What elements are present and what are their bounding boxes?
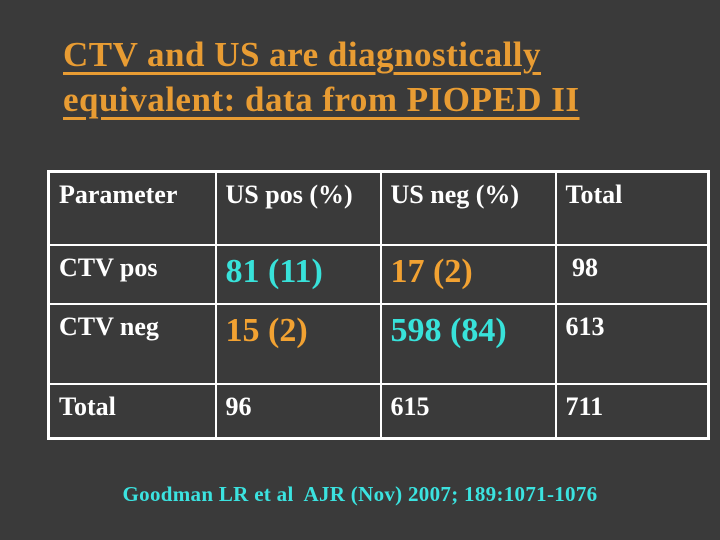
cell-ctv-pos-total: 98 bbox=[554, 243, 710, 305]
cell-ctv-neg-total: 613 bbox=[554, 302, 710, 385]
slide-title-line-2: equivalent: data from PIOPED II bbox=[63, 80, 580, 119]
table-row-ctv-neg: CTV neg 15 (2) 598 (84) 613 bbox=[47, 302, 710, 385]
row-label-ctv-pos: CTV pos bbox=[47, 243, 217, 305]
cell-total-us-pos: 96 bbox=[214, 382, 382, 440]
cell-ctv-pos-us-pos: 81 (11) bbox=[214, 243, 382, 305]
cell-ctv-neg-us-neg: 598 (84) bbox=[379, 302, 557, 385]
cell-total-us-neg: 615 bbox=[379, 382, 557, 440]
table-row-total: Total 96 615 711 bbox=[47, 382, 710, 440]
header-total: Total bbox=[554, 170, 710, 246]
row-label-total: Total bbox=[47, 382, 217, 440]
pioped-results-table: Parameter US pos (%) US neg (%) Total CT… bbox=[47, 170, 710, 440]
table-row-ctv-pos: CTV pos 81 (11) 17 (2) 98 bbox=[47, 243, 710, 305]
cell-ctv-pos-us-neg: 17 (2) bbox=[379, 243, 557, 305]
citation: Goodman LR et al AJR (Nov) 2007; 189:107… bbox=[122, 482, 598, 506]
cell-total-total: 711 bbox=[554, 382, 710, 440]
header-parameter: Parameter bbox=[47, 170, 217, 246]
cell-ctv-neg-us-pos: 15 (2) bbox=[214, 302, 382, 385]
header-us-pos: US pos (%) bbox=[214, 170, 382, 246]
table-header-row: Parameter US pos (%) US neg (%) Total bbox=[47, 170, 710, 246]
header-us-neg: US neg (%) bbox=[379, 170, 557, 246]
slide-title: CTV and US are diagnostically equivalent… bbox=[63, 32, 580, 122]
slide-title-line-1: CTV and US are diagnostically bbox=[63, 35, 542, 74]
row-label-ctv-neg: CTV neg bbox=[47, 302, 217, 385]
